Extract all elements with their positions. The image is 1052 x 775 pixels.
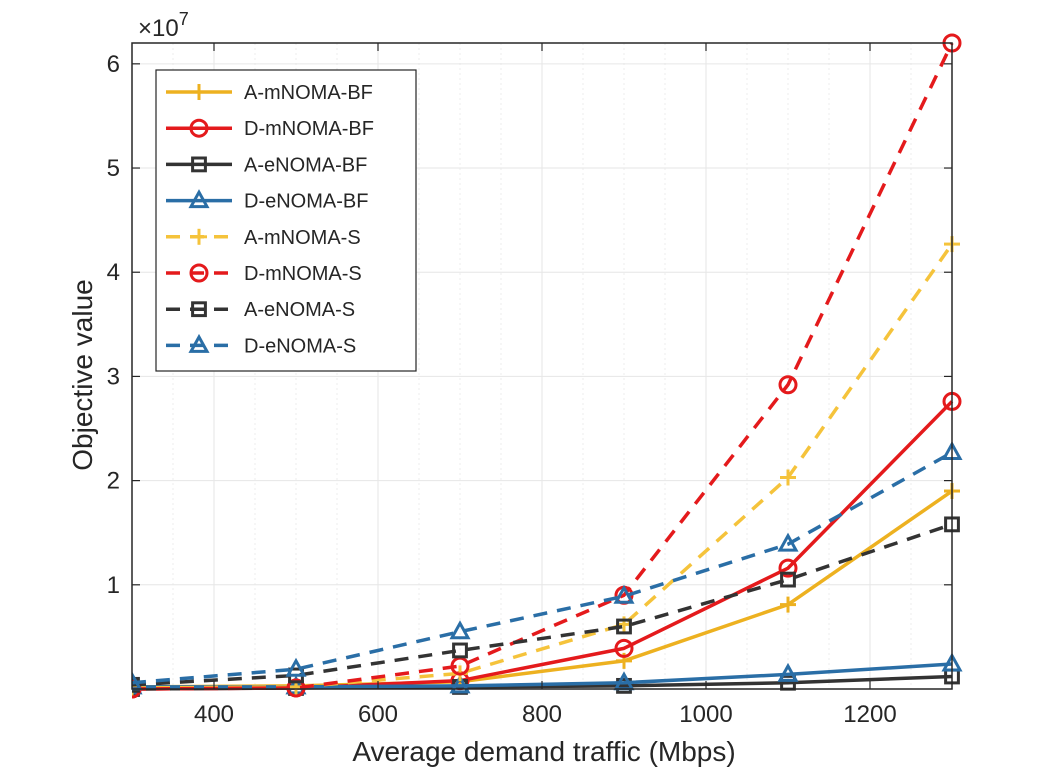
x-tick-label: 400	[194, 701, 234, 728]
legend-label: A-mNOMA-S	[244, 227, 361, 249]
y-tick-label: 4	[107, 259, 120, 286]
legend-marker-square	[191, 156, 207, 173]
legend-label: A-mNOMA-BF	[244, 82, 373, 104]
legend: A-mNOMA-BF D-mNOMA-BF A-eNOMA-BF D-eNOMA-BF…	[155, 69, 417, 372]
legend-label: D-mNOMA-BF	[244, 118, 374, 140]
data-point-circle	[778, 375, 798, 395]
data-point-triangle	[613, 584, 635, 604]
data-point-triangle	[132, 671, 143, 691]
legend-label: D-eNOMA-S	[244, 335, 356, 357]
data-point-triangle	[285, 657, 307, 677]
legend-item: A-mNOMA-BF	[166, 82, 373, 104]
data-point-triangle	[449, 620, 471, 640]
legend-marker-triangle	[188, 189, 210, 209]
y-tick-label: 3	[107, 363, 120, 390]
series-line	[132, 42, 954, 691]
data-point-triangle	[777, 662, 799, 682]
exponent-base: ×10	[138, 15, 179, 42]
series-line	[132, 243, 954, 690]
legend-item: A-eNOMA-S	[166, 299, 355, 321]
legend-box	[155, 69, 417, 372]
legend-item: A-eNOMA-BF	[166, 154, 367, 176]
legend-label: D-mNOMA-S	[244, 263, 362, 285]
series-line	[132, 522, 953, 687]
y-tick-label: 2	[107, 468, 120, 495]
legend-marker-plus	[191, 228, 207, 245]
y-tick-label: 5	[107, 155, 120, 182]
data-point-square	[616, 618, 632, 635]
series-line	[132, 450, 953, 685]
data-point-circle	[778, 558, 798, 578]
legend-marker-triangle	[188, 333, 210, 353]
data-point-plus	[780, 469, 796, 486]
data-point-circle	[614, 638, 634, 658]
y-axis-label: Objective value	[67, 279, 98, 470]
y-tick-label: 6	[107, 51, 120, 78]
legend-label: A-eNOMA-BF	[244, 154, 367, 176]
x-tick-label: 800	[522, 701, 562, 728]
legend-item: D-eNOMA-S	[166, 333, 356, 357]
y-tick-label: 1	[107, 572, 120, 599]
data-point-square	[452, 642, 468, 659]
data-point-square	[780, 571, 796, 588]
legend-marker-circle	[189, 118, 209, 138]
x-axis-label: Average demand traffic (Mbps)	[352, 736, 735, 767]
y-axis-exponent: ×107	[138, 9, 189, 42]
legend-item: D-eNOMA-BF	[166, 189, 368, 213]
legend-marker-plus	[191, 84, 207, 100]
legend-item: A-mNOMA-S	[166, 227, 361, 249]
series-lines	[132, 33, 963, 699]
legend-label: D-eNOMA-BF	[244, 191, 368, 213]
x-tick-label: 1200	[843, 701, 896, 728]
legend-label: A-eNOMA-S	[244, 299, 355, 321]
data-point-triangle	[449, 674, 471, 694]
legend-marker-square	[191, 301, 207, 318]
x-tick-label: 1000	[679, 701, 732, 728]
exponent-power: 7	[179, 9, 189, 29]
axis-ticks: 400 600 800 1000 1200 1 2 3 4 5 6	[107, 43, 952, 728]
data-point-triangle	[777, 532, 799, 552]
legend-item: D-mNOMA-S	[166, 263, 362, 285]
x-tick-label: 600	[358, 701, 398, 728]
legend-item: D-mNOMA-BF	[166, 118, 374, 140]
legend-marker-circle	[189, 263, 209, 283]
data-point-plus	[780, 596, 796, 613]
data-point-circle	[286, 678, 306, 698]
